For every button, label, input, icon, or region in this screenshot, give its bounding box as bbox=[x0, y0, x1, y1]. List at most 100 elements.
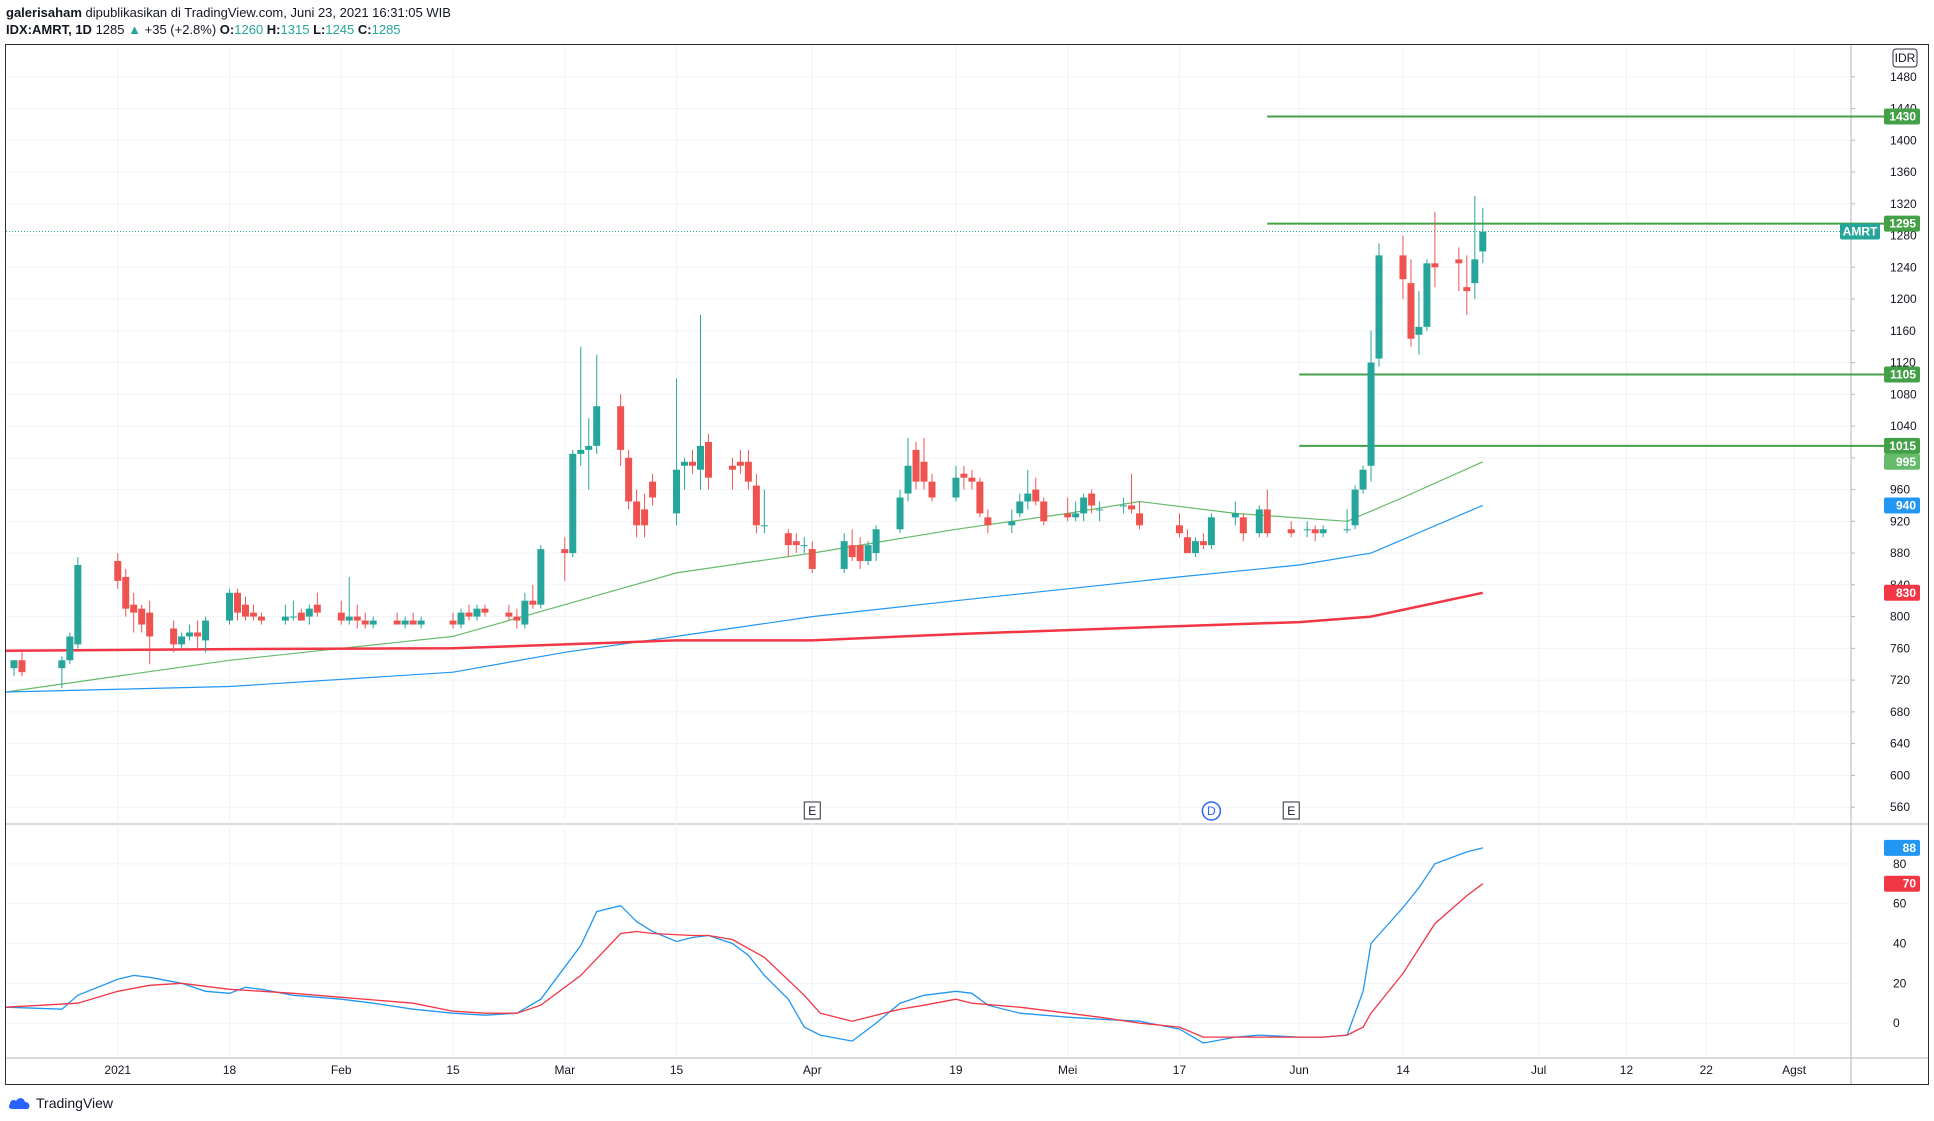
candle-body bbox=[1367, 362, 1375, 466]
oscillator-line bbox=[5, 883, 1484, 1038]
candle-body bbox=[896, 497, 904, 530]
candle bbox=[74, 557, 82, 649]
candle-body bbox=[928, 481, 936, 498]
candle-body bbox=[984, 517, 992, 526]
candle-body bbox=[505, 612, 513, 617]
candle-body bbox=[1423, 263, 1431, 327]
candle bbox=[1455, 247, 1463, 292]
candle-body bbox=[226, 592, 234, 621]
price-tag-bg bbox=[1884, 366, 1920, 383]
candle-body bbox=[521, 600, 529, 625]
time-tick-label: 19 bbox=[949, 1063, 963, 1077]
candle-body bbox=[689, 461, 697, 466]
candle bbox=[864, 541, 872, 565]
candle-body bbox=[18, 660, 26, 673]
candle-body bbox=[114, 561, 122, 581]
candle bbox=[1175, 513, 1183, 538]
candle-body bbox=[529, 600, 537, 605]
change-arrow-icon: ▲ bbox=[128, 22, 141, 37]
candle-body bbox=[1359, 469, 1367, 490]
osc-tag-bg bbox=[1884, 875, 1920, 892]
candle-body bbox=[233, 592, 241, 613]
candle bbox=[1303, 521, 1311, 538]
candle bbox=[305, 604, 313, 625]
price-tag-bg bbox=[1884, 497, 1920, 514]
time-tick-label: Agst bbox=[1782, 1063, 1807, 1077]
candle bbox=[968, 469, 976, 490]
candle bbox=[417, 616, 425, 629]
candle-body bbox=[1415, 326, 1423, 335]
candle bbox=[784, 529, 792, 558]
candle-body bbox=[728, 465, 736, 470]
osc-tick-label: 60 bbox=[1893, 897, 1907, 911]
tradingview-cloud-icon bbox=[8, 1098, 30, 1109]
price-tag: 1295 bbox=[1889, 217, 1916, 231]
price-tick-label: 1120 bbox=[1890, 356, 1916, 370]
candle-body bbox=[633, 501, 641, 526]
candle bbox=[1239, 513, 1247, 542]
candle-body bbox=[1479, 231, 1487, 252]
candle bbox=[257, 612, 265, 625]
price-tick-label: 1360 bbox=[1890, 165, 1917, 179]
candle-body bbox=[904, 465, 912, 494]
candle bbox=[481, 604, 489, 617]
candle bbox=[752, 473, 760, 534]
price-tick-label: 1160 bbox=[1890, 324, 1916, 338]
candle bbox=[1375, 243, 1383, 367]
last-price: 1285 bbox=[95, 22, 125, 37]
time-tick-label: 15 bbox=[446, 1063, 460, 1077]
price-tick-label: 1240 bbox=[1890, 260, 1917, 274]
candle-body bbox=[744, 461, 752, 482]
candle bbox=[146, 600, 154, 665]
oscillator-pane bbox=[5, 847, 1484, 1044]
candle-body bbox=[673, 469, 681, 514]
low-label: L: bbox=[313, 22, 326, 37]
price-tick-label: 1040 bbox=[1890, 419, 1917, 433]
candle-body bbox=[792, 541, 800, 546]
candle-body bbox=[194, 632, 202, 637]
candle bbox=[10, 660, 18, 677]
candle bbox=[457, 608, 465, 629]
candle-body bbox=[130, 604, 138, 613]
candle bbox=[704, 434, 712, 490]
candle-body bbox=[66, 636, 74, 661]
candle bbox=[681, 457, 689, 490]
candle bbox=[537, 545, 545, 609]
tradingview-logo[interactable]: TradingView bbox=[8, 1095, 113, 1111]
price-tick-label: 600 bbox=[1890, 768, 1910, 782]
candle-body bbox=[752, 485, 760, 526]
price-tick-label: 1280 bbox=[1890, 229, 1917, 243]
candle bbox=[872, 525, 880, 562]
candle-body bbox=[257, 616, 265, 621]
candle-body bbox=[297, 612, 305, 621]
candle bbox=[249, 604, 257, 621]
candle-body bbox=[1407, 283, 1415, 339]
candle-body bbox=[848, 545, 856, 558]
time-tick-label: 12 bbox=[1620, 1063, 1634, 1077]
candle bbox=[736, 449, 744, 474]
candle-body bbox=[393, 620, 401, 625]
candle-body bbox=[74, 564, 82, 645]
candle bbox=[178, 632, 186, 649]
price-tick-label: 720 bbox=[1890, 673, 1910, 687]
candle-body bbox=[465, 612, 473, 617]
moving-average-line bbox=[5, 591, 1484, 652]
price-tags: 1430 1295 1105 1015 995 940 830 88 70 AMRT bbox=[1840, 108, 1920, 892]
price-tag: 995 bbox=[1896, 455, 1916, 469]
osc-tag-bg bbox=[1884, 839, 1920, 856]
candle-body bbox=[569, 453, 577, 554]
candle bbox=[345, 576, 353, 625]
close-label: C: bbox=[357, 22, 372, 37]
candle bbox=[928, 473, 936, 502]
price-tick-label: 640 bbox=[1890, 737, 1910, 751]
price-tag-bg bbox=[1884, 437, 1920, 454]
candle bbox=[1064, 497, 1072, 522]
price-tag-bg bbox=[1884, 453, 1920, 470]
candle bbox=[760, 489, 768, 534]
candle-body bbox=[1431, 263, 1439, 268]
candle-body bbox=[313, 604, 321, 613]
candle bbox=[1120, 497, 1128, 514]
candle bbox=[1080, 493, 1088, 522]
